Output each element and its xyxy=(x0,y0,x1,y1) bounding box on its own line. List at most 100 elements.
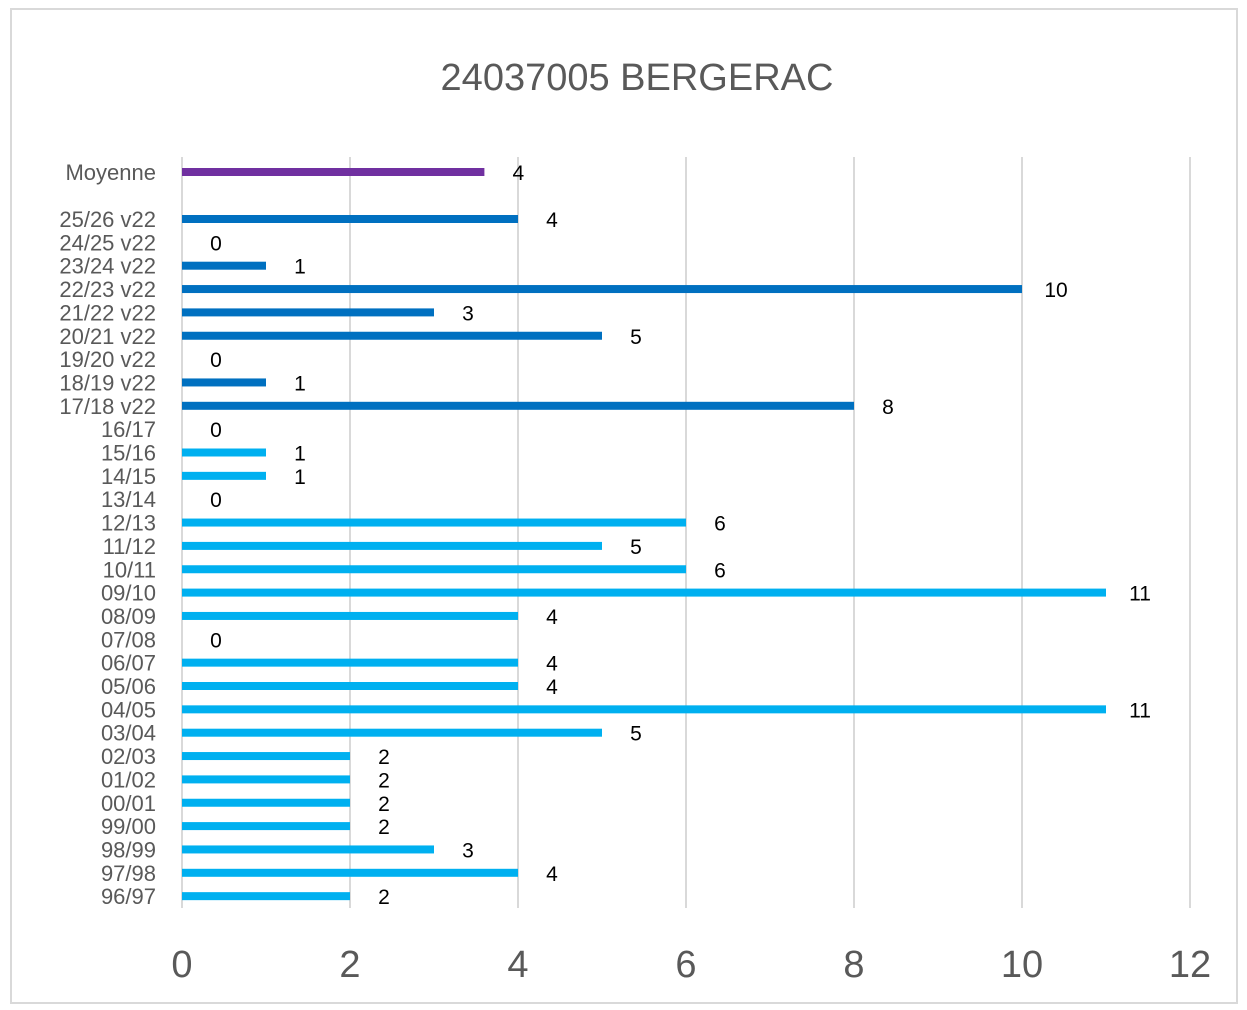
category-label: 10/11 xyxy=(103,557,156,582)
x-axis-ticks: 0 2 4 6 8 10 12 xyxy=(171,944,1211,986)
category-label: 98/99 xyxy=(101,837,156,862)
category-label: 97/98 xyxy=(101,861,156,886)
bar xyxy=(182,331,602,340)
data-label: 2 xyxy=(378,793,390,816)
data-label: 0 xyxy=(210,629,222,652)
category-label: 14/15 xyxy=(101,464,156,489)
bar xyxy=(182,822,350,831)
data-label: 0 xyxy=(210,419,222,442)
category-label: 13/14 xyxy=(101,487,156,512)
category-label: 16/17 xyxy=(101,417,156,442)
category-label: 19/20 v22 xyxy=(59,347,156,372)
bar xyxy=(182,775,350,784)
bar xyxy=(182,588,1106,597)
bar xyxy=(182,705,1106,714)
data-label: 2 xyxy=(378,886,390,909)
category-label: 07/08 xyxy=(101,627,156,652)
category-label: 00/01 xyxy=(101,791,156,816)
bar xyxy=(182,168,485,176)
x-tick-label: 8 xyxy=(843,944,864,986)
category-label: 12/13 xyxy=(101,511,156,536)
category-label: 01/02 xyxy=(101,767,156,792)
data-label: 6 xyxy=(714,513,726,536)
category-label: 24/25 v22 xyxy=(59,230,156,255)
category-label: 11/12 xyxy=(103,534,156,559)
bar xyxy=(182,658,518,667)
data-label: 8 xyxy=(882,396,894,419)
bar xyxy=(182,682,518,690)
data-label: 0 xyxy=(210,232,222,255)
data-label: 0 xyxy=(210,489,222,512)
category-label: 15/16 xyxy=(101,441,156,466)
bar xyxy=(182,448,266,457)
bar xyxy=(182,868,518,877)
category-label: 03/04 xyxy=(101,721,156,746)
data-label: 3 xyxy=(462,302,474,325)
data-label: 4 xyxy=(546,653,558,676)
gridlines xyxy=(181,157,1191,908)
data-label: 4 xyxy=(546,676,558,699)
category-label: 08/09 xyxy=(101,604,156,629)
data-label: 2 xyxy=(378,816,390,839)
bar xyxy=(182,378,266,387)
bar xyxy=(182,728,602,737)
category-label: 04/05 xyxy=(101,697,156,722)
data-label: 2 xyxy=(378,746,390,769)
bar xyxy=(182,892,350,901)
bar xyxy=(182,308,434,317)
chart-title: 24037005 BERGERAC xyxy=(441,57,834,99)
data-label: 1 xyxy=(294,466,306,489)
bar xyxy=(182,611,518,620)
category-label: 20/21 v22 xyxy=(59,324,156,349)
data-label: 11 xyxy=(1129,699,1151,722)
bar xyxy=(182,845,434,854)
category-label: 02/03 xyxy=(101,744,156,769)
category-label: 18/19 v22 xyxy=(59,370,156,395)
x-tick-label: 0 xyxy=(171,944,192,986)
bar xyxy=(182,471,266,480)
category-label: 25/26 v22 xyxy=(59,207,156,232)
data-label: 0 xyxy=(210,349,222,372)
data-label: 3 xyxy=(462,839,474,862)
bar xyxy=(182,215,518,223)
bar xyxy=(182,285,1022,294)
x-tick-label: 4 xyxy=(507,944,528,986)
data-label: 1 xyxy=(294,372,306,395)
data-label: 4 xyxy=(513,162,525,185)
category-label: 23/24 v22 xyxy=(59,254,156,279)
bar xyxy=(182,518,686,527)
bar xyxy=(182,798,350,807)
category-label: 17/18 v22 xyxy=(59,394,156,419)
x-tick-label: 2 xyxy=(339,944,360,986)
x-tick-label: 10 xyxy=(1001,944,1043,986)
data-label: 5 xyxy=(630,723,642,746)
category-label: 96/97 xyxy=(101,884,156,909)
category-label: 21/22 v22 xyxy=(59,300,156,325)
bar xyxy=(182,565,686,574)
data-label: 5 xyxy=(630,536,642,559)
bar xyxy=(182,541,602,550)
category-label: 99/00 xyxy=(101,814,156,839)
x-tick-label: 12 xyxy=(1169,944,1211,986)
data-label: 4 xyxy=(546,606,558,629)
category-label: 05/06 xyxy=(101,674,156,699)
bar xyxy=(182,401,854,410)
category-label: 22/23 v22 xyxy=(59,277,156,302)
data-label: 2 xyxy=(378,769,390,792)
category-label: 06/07 xyxy=(101,651,156,676)
category-label: Moyenne xyxy=(65,160,156,185)
bars-group xyxy=(182,168,1106,901)
data-label: 6 xyxy=(714,559,726,582)
data-label: 5 xyxy=(630,326,642,349)
bar xyxy=(182,261,266,270)
data-label: 1 xyxy=(294,443,306,466)
bar xyxy=(182,752,350,761)
category-label: 09/10 xyxy=(101,581,156,606)
data-label: 10 xyxy=(1044,279,1067,302)
data-label: 4 xyxy=(546,863,558,886)
data-label: 4 xyxy=(546,209,558,232)
data-label: 11 xyxy=(1129,583,1151,606)
